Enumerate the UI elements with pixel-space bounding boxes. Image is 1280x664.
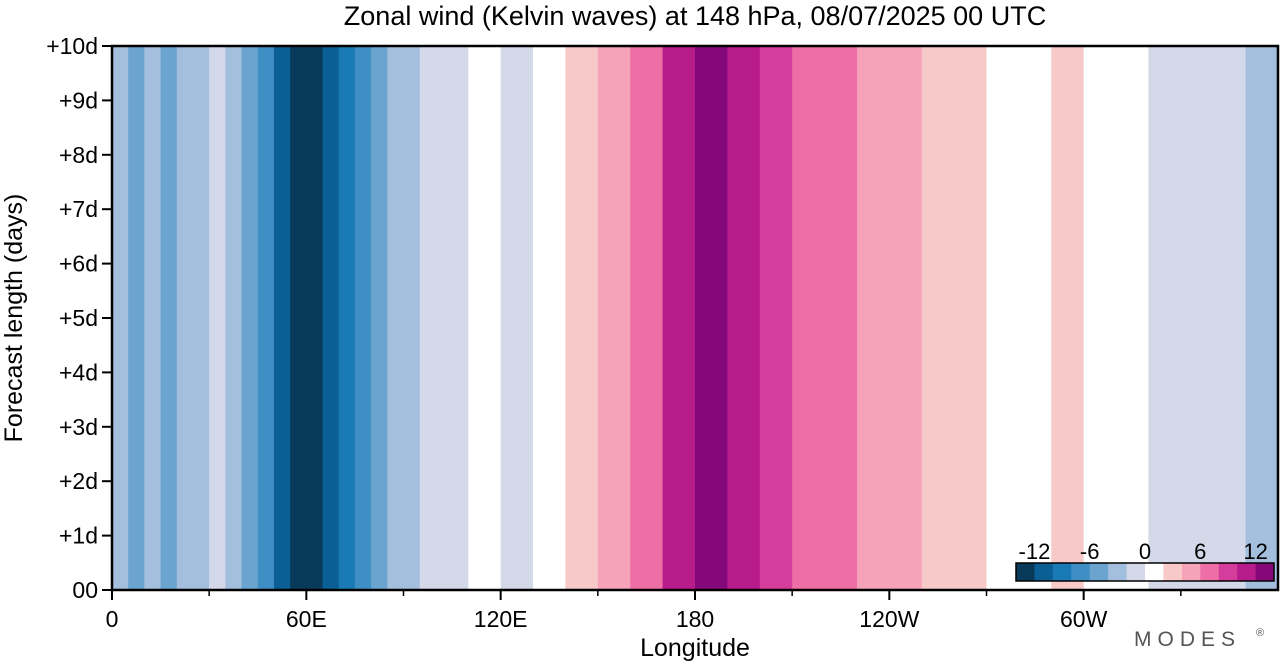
field-band (257, 46, 275, 590)
y-tick-label: +2d (59, 468, 98, 494)
field-band (144, 46, 162, 590)
field-band (597, 46, 631, 590)
colorbar-swatch (1034, 563, 1054, 581)
colorbar-swatch (1218, 563, 1238, 581)
chart-title: Zonal wind (Kelvin waves) at 148 hPa, 08… (344, 1, 1046, 31)
field-band (500, 46, 534, 590)
colorbar-frame (1015, 562, 1275, 582)
colorbar-swatch (1089, 563, 1109, 581)
field-band (419, 46, 437, 590)
colorbar-swatch (1255, 563, 1275, 581)
y-tick-label: +6d (59, 251, 98, 277)
field-band (759, 46, 793, 590)
field-band (1245, 46, 1278, 590)
field-band (1051, 46, 1085, 590)
field-band (273, 46, 291, 590)
colorbar-swatch (1052, 563, 1072, 581)
colorbar-swatch (1016, 563, 1035, 581)
x-tick-label: 120W (859, 606, 919, 632)
y-tick-label: +4d (59, 359, 98, 385)
field-band (387, 46, 405, 590)
x-tick-label: 60W (1060, 606, 1108, 632)
colorbar-label: 6 (1194, 539, 1206, 564)
field-band (565, 46, 599, 590)
y-tick-label: +1d (59, 523, 98, 549)
field-band (225, 46, 243, 590)
x-axis-label: Longitude (640, 634, 750, 662)
field-band (1180, 46, 1214, 590)
y-tick-label: +5d (59, 305, 98, 331)
y-tick-label: 00 (72, 577, 98, 603)
field-band (403, 46, 421, 590)
colorbar-swatch (1145, 563, 1164, 581)
wind-field (112, 46, 1278, 590)
field-band (338, 46, 356, 590)
field-band (290, 46, 307, 590)
field-band (371, 46, 388, 590)
brand-mark: ® (1256, 627, 1264, 639)
field-band (128, 46, 145, 590)
x-tick-label: 0 (106, 606, 119, 632)
colorbar-swatch (1108, 563, 1127, 581)
field-band (112, 46, 129, 590)
colorbar-swatch (1163, 563, 1183, 581)
field-band (727, 46, 761, 590)
field-band (630, 46, 664, 590)
colorbar-label: -6 (1080, 539, 1100, 564)
colorbar-swatch (1200, 563, 1220, 581)
field-band (1083, 46, 1117, 590)
x-tick-label: 180 (676, 606, 714, 632)
field-band (662, 46, 696, 590)
field-band (354, 46, 372, 590)
field-band (986, 46, 1020, 590)
field-band (792, 46, 826, 590)
colorbar-label: 0 (1139, 539, 1151, 564)
field-band (921, 46, 955, 590)
brand-name: MODES (1134, 628, 1241, 651)
field-band (1148, 46, 1182, 590)
y-tick-label: +9d (59, 87, 98, 113)
field-band (856, 46, 890, 590)
y-tick-label: +7d (59, 196, 98, 222)
field-band (889, 46, 923, 590)
field-band (824, 46, 858, 590)
x-tick-label: 120E (474, 606, 528, 632)
field-band (192, 46, 210, 590)
y-tick-label: +3d (59, 414, 98, 440)
colorbar-swatch (1237, 563, 1256, 581)
y-tick-label: +8d (59, 142, 98, 168)
plot-area (112, 46, 1278, 590)
field-band (306, 46, 324, 590)
colorbar-label: 12 (1243, 539, 1267, 564)
field-band (435, 46, 469, 590)
field-band (1116, 46, 1150, 590)
brand-logo: MODES ® (1134, 627, 1264, 651)
y-axis-label: Forecast length (days) (0, 194, 28, 443)
field-band (241, 46, 259, 590)
colorbar-label: -12 (1019, 539, 1051, 564)
field-band (1213, 46, 1247, 590)
field-band (322, 46, 340, 590)
field-band (533, 46, 567, 590)
field-band (176, 46, 194, 590)
x-tick-label: 60E (286, 606, 327, 632)
y-axis: 00 +1d +2d +3d +4d +5d +6d +7d +8d +9d +10d (46, 33, 112, 603)
x-axis: 0 60E 120E 180 120W 60W (106, 590, 1182, 632)
field-band (468, 46, 502, 590)
colorbar-swatch (1071, 563, 1091, 581)
field-band (160, 46, 178, 590)
colorbar-swatch (1181, 563, 1201, 581)
colorbar: -12 -6 0 6 12 (1015, 539, 1275, 582)
field-band (954, 46, 988, 590)
y-tick-label: +10d (46, 33, 98, 59)
field-band (695, 46, 728, 590)
field-band (209, 46, 226, 590)
field-band (1018, 46, 1052, 590)
colorbar-swatch (1126, 563, 1146, 581)
